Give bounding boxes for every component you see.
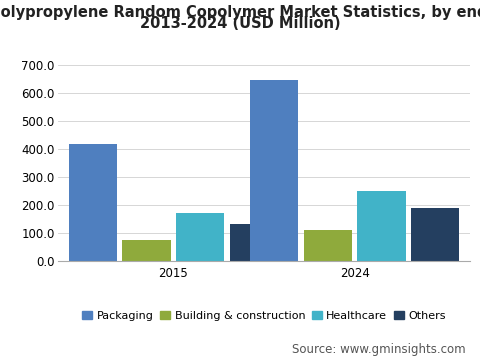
Bar [358, 191, 406, 261]
Text: U.S. Polypropylene Random Copolymer Market Statistics, by end-use,: U.S. Polypropylene Random Copolymer Mark… [0, 5, 480, 20]
Bar [229, 224, 278, 261]
Bar [250, 80, 299, 261]
Bar [69, 144, 117, 261]
Text: 2013-2024 (USD Million): 2013-2024 (USD Million) [140, 16, 340, 31]
Text: Source: www.gminsights.com: Source: www.gminsights.com [292, 343, 466, 356]
Bar [304, 230, 352, 261]
Bar [176, 213, 224, 261]
Bar [411, 208, 459, 261]
Bar [122, 240, 170, 261]
Legend: Packaging, Building & construction, Healthcare, Others: Packaging, Building & construction, Heal… [78, 306, 450, 325]
